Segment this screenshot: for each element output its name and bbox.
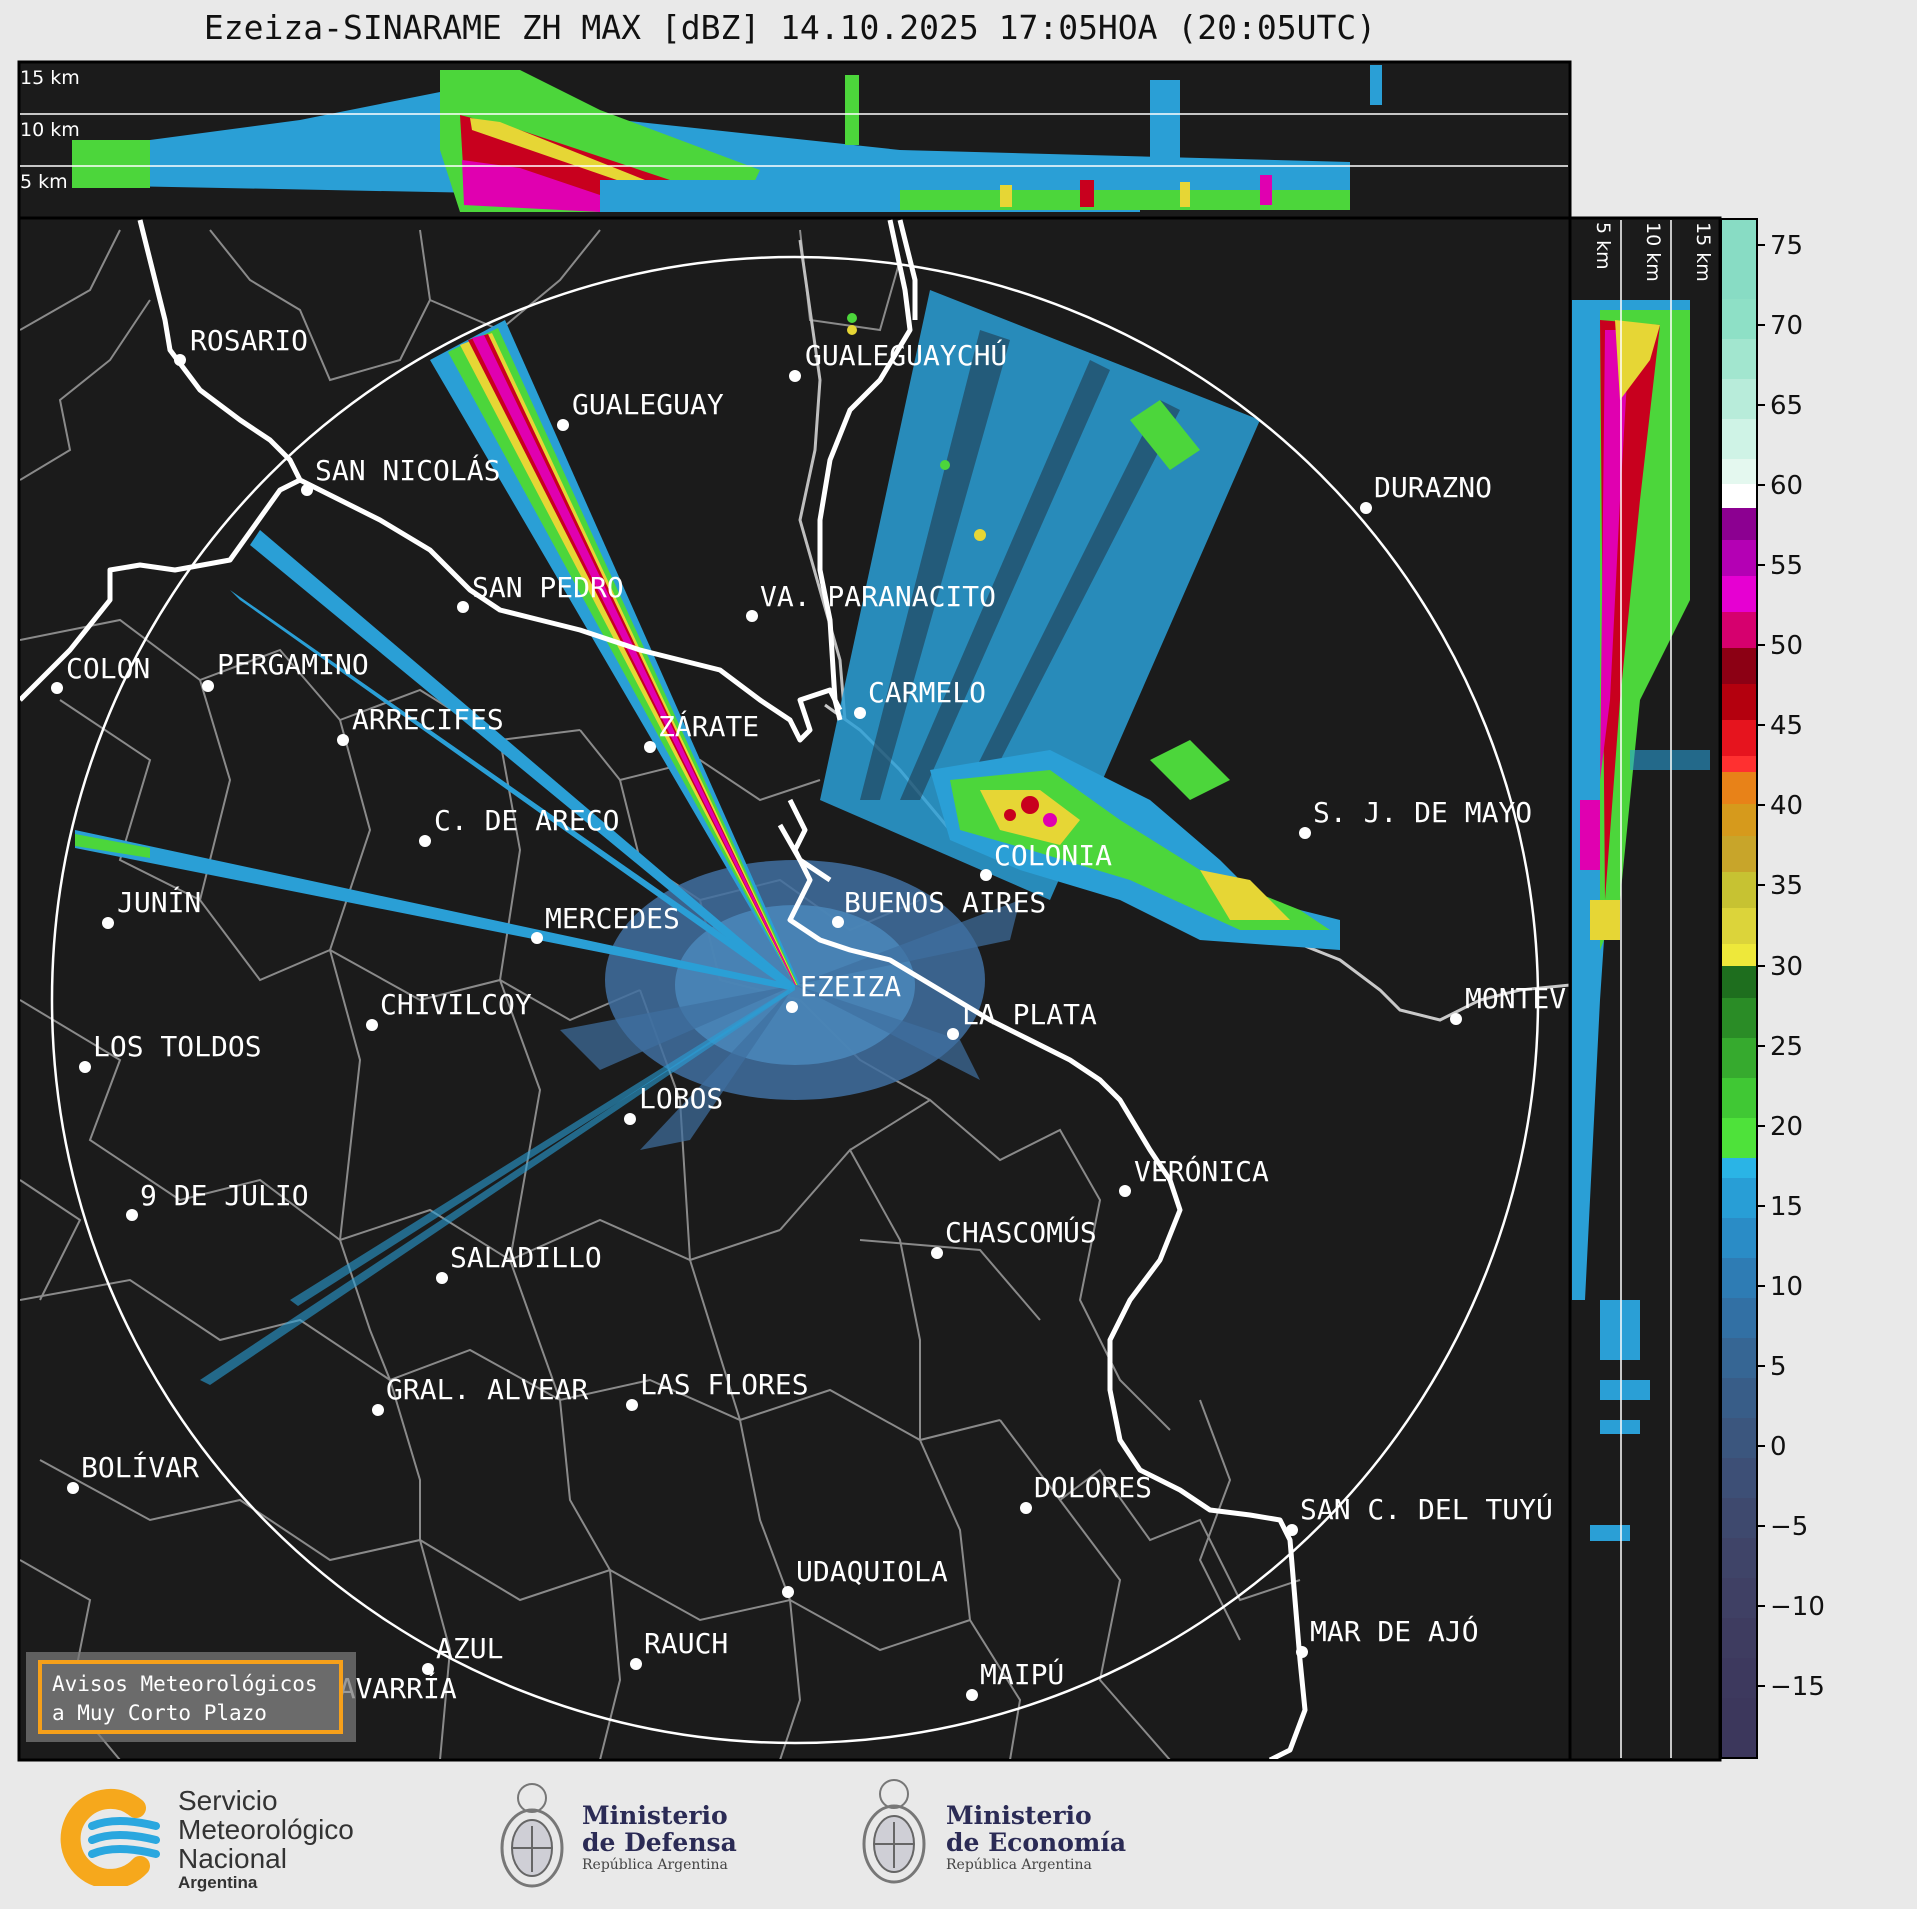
colorbar-tick-label: 75	[1770, 231, 1803, 261]
colorbar-ticks	[1757, 244, 1765, 1687]
colorbar-tick-label: −10	[1770, 1592, 1825, 1622]
defensa-logo-text: Ministerio de Defensa República Argentin…	[582, 1802, 737, 1874]
city-label-dolores: DOLORES	[1034, 1471, 1152, 1504]
smn-line-4: Argentina	[178, 1873, 258, 1892]
admin-boundaries	[20, 229, 1301, 1759]
defensa-line-3: República Argentina	[582, 1857, 728, 1873]
city-label-veronica: VERÓNICA	[1134, 1154, 1269, 1188]
side-km-label-5: 5 km	[1592, 222, 1614, 270]
defensa-line-2: de Defensa	[582, 1828, 737, 1857]
city-label-saladillo: SALADILLO	[450, 1241, 602, 1274]
city-label-rosario: ROSARIO	[190, 324, 308, 357]
city-label-san-nicolas: SAN NICOLÁS	[315, 453, 500, 487]
uruguay-river-gray	[798, 239, 847, 721]
top-km-label-5: 5 km	[20, 171, 68, 193]
city-label-c-de-areco: C. DE ARECO	[434, 804, 619, 837]
colorbar-tick-label: 10	[1770, 1272, 1803, 1302]
colorbar-tick-label: 30	[1770, 952, 1803, 982]
city-label-gualeguay: GUALEGUAY	[572, 388, 724, 421]
city-label-carmelo: CARMELO	[868, 676, 986, 709]
colorbar	[1720, 218, 1758, 1759]
city-label-san-c-del-tuyu: SAN C. DEL TUYÚ	[1300, 1492, 1553, 1526]
smn-logo-icon	[60, 1788, 160, 1886]
city-label-azul: AZUL	[436, 1632, 503, 1665]
economia-line-3: República Argentina	[946, 1857, 1092, 1873]
defensa-line-1: Ministerio	[582, 1801, 728, 1830]
colorbar-tick-label: 20	[1770, 1112, 1803, 1142]
colorbar-tick-label: 40	[1770, 791, 1803, 821]
rivers	[20, 219, 1308, 1759]
city-label-colon: COLON	[66, 652, 150, 685]
range-ring	[50, 255, 1540, 1745]
city-label-san-pedro: SAN PEDRO	[472, 571, 624, 604]
smn-line-3: Nacional	[178, 1843, 287, 1874]
city-label-chivilcoy: CHIVILCOY	[380, 988, 532, 1021]
economia-line-1: Ministerio	[946, 1801, 1092, 1830]
city-markers	[51, 354, 1462, 1715]
city-label-durazno: DURAZNO	[1374, 471, 1492, 504]
smn-line-1: Servicio	[178, 1785, 278, 1816]
city-label-9-de-julio: 9 DE JULIO	[140, 1179, 309, 1212]
radar-echoes	[75, 290, 1340, 1385]
chart-title: Ezeiza-SINARAME ZH MAX [dBZ] 14.10.2025 …	[203, 8, 1377, 47]
top-panel-echoes	[72, 65, 1382, 212]
economia-logo-text: Ministerio de Economía República Argenti…	[946, 1802, 1126, 1874]
smn-line-2: Meteorológico	[178, 1814, 354, 1845]
city-label-sj-de-mayo: S. J. DE MAYO	[1313, 796, 1532, 829]
economia-seal-icon	[862, 1779, 926, 1884]
city-label-mercedes: MERCEDES	[545, 902, 680, 935]
city-label-montevideo: MONTEVIDEO	[1465, 982, 1634, 1015]
colorbar-tick-label: −5	[1770, 1512, 1808, 1542]
city-label-junin: JUNÍN	[117, 885, 201, 919]
city-label-maipu: MAIPÚ	[980, 1657, 1064, 1691]
side-panel-echoes	[1572, 300, 1710, 1541]
colorbar-tick-label: 45	[1770, 711, 1803, 741]
colorbar-tick-label: 15	[1770, 1192, 1803, 1222]
city-label-arrecifes: ARRECIFES	[352, 703, 504, 736]
colorbar-tick-label: 55	[1770, 551, 1803, 581]
colorbar-tick-label: 50	[1770, 631, 1803, 661]
side-km-label-10: 10 km	[1642, 222, 1664, 282]
city-label-lobos: LOBOS	[639, 1082, 723, 1115]
city-label-udaquiola: UDAQUIOLA	[796, 1555, 948, 1588]
aviso-line-1: Avisos Meteorológicos	[52, 1672, 318, 1696]
city-label-gral-alvear: GRAL. ALVEAR	[386, 1373, 588, 1406]
defensa-seal-icon	[500, 1783, 564, 1888]
colorbar-tick-label: 5	[1770, 1352, 1787, 1382]
city-label-chascomus: CHASCOMÚS	[945, 1215, 1097, 1249]
city-label-los-toldos: LOS TOLDOS	[93, 1030, 262, 1063]
city-label-zarate: ZÁRATE	[658, 709, 759, 743]
colorbar-tick-label: 65	[1770, 391, 1803, 421]
colorbar-tick-label: 0	[1770, 1432, 1787, 1462]
colorbar-tick-label: 25	[1770, 1032, 1803, 1062]
top-km-label-15: 15 km	[20, 67, 80, 89]
side-km-label-15: 15 km	[1692, 222, 1714, 282]
city-label-pergamino: PERGAMINO	[217, 648, 369, 681]
city-label-gualeguaychu: GUALEGUAYCHÚ	[805, 338, 1007, 372]
city-label-rauch: RAUCH	[644, 1627, 728, 1660]
colorbar-tick-label: −15	[1770, 1672, 1825, 1702]
city-label-buenos-aires: BUENOS AIRES	[844, 886, 1046, 919]
city-label-las-flores: LAS FLORES	[640, 1368, 809, 1401]
city-label-mar-de-ajo: MAR DE AJÓ	[1310, 1614, 1479, 1648]
colorbar-tick-label: 35	[1770, 871, 1803, 901]
colorbar-tick-label: 60	[1770, 471, 1803, 501]
city-label-va-paranacito: VA. PARANACITO	[760, 580, 996, 613]
top-km-label-10: 10 km	[20, 119, 80, 141]
city-label-bolivar: BOLÍVAR	[81, 1450, 199, 1484]
city-label-ezeiza: EZEIZA	[800, 970, 901, 1003]
economia-line-2: de Economía	[946, 1828, 1127, 1857]
colorbar-tick-label: 70	[1770, 311, 1803, 341]
aviso-line-2: a Muy Corto Plazo	[52, 1701, 267, 1725]
smn-logo-text: Servicio Meteorológico Nacional Argentin…	[178, 1786, 354, 1893]
aviso-link-box[interactable]: Avisos Meteorológicos a Muy Corto Plazo	[38, 1660, 343, 1734]
city-label-la-plata: LA PLATA	[962, 998, 1097, 1031]
city-label-colonia: COLONIA	[994, 839, 1112, 872]
